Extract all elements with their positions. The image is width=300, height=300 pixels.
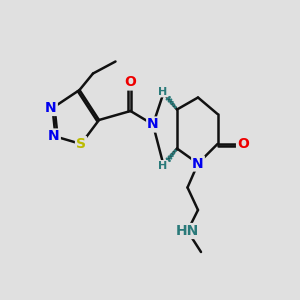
Text: HN: HN [176,224,199,238]
Text: H: H [158,161,167,171]
Text: S: S [76,137,86,151]
Text: O: O [237,137,249,151]
Text: N: N [147,118,159,131]
Text: H: H [158,86,167,97]
Text: O: O [124,76,136,89]
Text: N: N [192,157,204,170]
Text: N: N [45,101,57,115]
Text: N: N [48,130,60,143]
